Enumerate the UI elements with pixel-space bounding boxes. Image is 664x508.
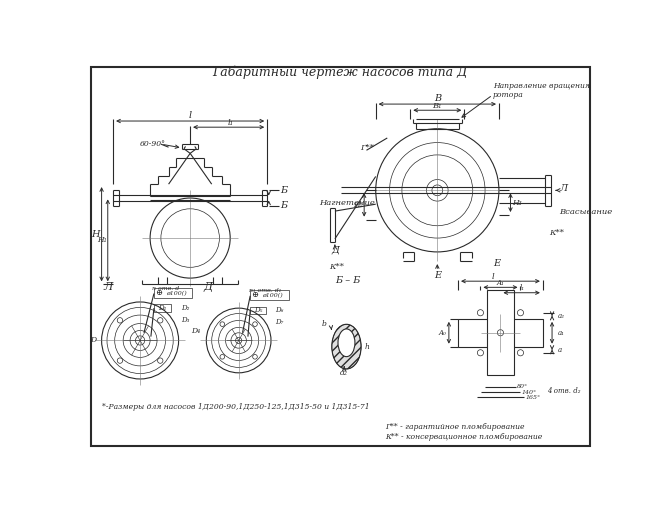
- Circle shape: [118, 318, 123, 323]
- Circle shape: [477, 350, 483, 356]
- Text: К** - консервационное пломбирование: К** - консервационное пломбирование: [385, 433, 542, 441]
- Text: D₆: D₆: [275, 306, 284, 314]
- Text: К**: К**: [549, 229, 564, 237]
- Circle shape: [376, 129, 499, 252]
- Text: Г**: Г**: [361, 144, 374, 152]
- Circle shape: [497, 330, 503, 336]
- Circle shape: [102, 302, 179, 379]
- Circle shape: [477, 310, 483, 316]
- Text: 80°: 80°: [517, 384, 529, 389]
- Text: l₁: l₁: [519, 284, 525, 292]
- Circle shape: [236, 337, 242, 343]
- Text: D₃: D₃: [181, 315, 189, 324]
- Text: Всасывание: Всасывание: [559, 208, 612, 216]
- Text: D₅: D₅: [254, 306, 262, 314]
- Text: b: b: [321, 320, 327, 328]
- Circle shape: [130, 331, 150, 351]
- Circle shape: [517, 310, 523, 316]
- Text: К**: К**: [329, 263, 345, 271]
- Text: 4 отв. d₂: 4 отв. d₂: [546, 387, 580, 395]
- Text: Д: Д: [203, 281, 212, 292]
- Text: D: D: [90, 336, 96, 344]
- Text: ø100(): ø100(): [166, 291, 187, 296]
- Text: Направление вращения
ротора: Направление вращения ротора: [493, 82, 590, 99]
- Bar: [250, 307, 266, 314]
- Text: B₁: B₁: [432, 102, 442, 110]
- Text: H₁: H₁: [97, 236, 106, 244]
- Text: Д: Д: [331, 245, 339, 254]
- Text: 60-90°: 60-90°: [140, 140, 166, 148]
- Bar: [250, 291, 289, 300]
- Text: Г** - гарантийное пломбирование: Г** - гарантийное пломбирование: [385, 424, 525, 431]
- Text: A₀: A₀: [439, 329, 447, 337]
- Circle shape: [118, 358, 123, 363]
- Ellipse shape: [338, 329, 355, 357]
- Bar: [154, 288, 193, 298]
- Text: d₂: d₂: [340, 369, 348, 377]
- Circle shape: [390, 143, 485, 238]
- Text: a: a: [558, 346, 562, 354]
- Text: n отв. d: n отв. d: [153, 285, 180, 291]
- Text: 140°: 140°: [521, 390, 537, 395]
- Text: *-Размеры для насосов 1Д200-90,1Д250-125,1Д315-50 и 1Д315-71: *-Размеры для насосов 1Д200-90,1Д250-125…: [102, 403, 369, 411]
- Text: D₇: D₇: [275, 318, 284, 326]
- Text: ⊕: ⊕: [252, 292, 258, 299]
- Text: 165°: 165°: [525, 395, 540, 400]
- Circle shape: [220, 322, 224, 327]
- Ellipse shape: [332, 324, 361, 369]
- Circle shape: [123, 324, 157, 358]
- Circle shape: [253, 355, 258, 359]
- Circle shape: [212, 313, 266, 367]
- Bar: [487, 291, 515, 375]
- Text: H₂: H₂: [353, 201, 363, 209]
- Text: Б – Б: Б – Б: [335, 276, 361, 285]
- Circle shape: [432, 185, 443, 196]
- Text: Л: Л: [103, 281, 112, 292]
- Text: Л: Л: [559, 184, 567, 193]
- Text: n₁ отв. d₁: n₁ отв. d₁: [249, 288, 281, 293]
- Circle shape: [220, 355, 224, 359]
- Bar: [154, 304, 171, 312]
- Text: Габаритный чертеж насосов типа Д: Габаритный чертеж насосов типа Д: [212, 66, 468, 79]
- Text: Нагнетание: Нагнетание: [319, 200, 375, 207]
- Text: E: E: [434, 271, 441, 279]
- Text: D₁: D₁: [158, 304, 167, 312]
- Circle shape: [135, 336, 145, 345]
- Text: ⊕: ⊕: [155, 289, 162, 297]
- Circle shape: [253, 322, 258, 327]
- Circle shape: [157, 358, 163, 363]
- Circle shape: [426, 179, 448, 201]
- Text: B: B: [434, 94, 441, 103]
- Circle shape: [150, 198, 230, 278]
- Text: a₂: a₂: [558, 312, 565, 320]
- Text: A₁: A₁: [497, 279, 505, 287]
- Circle shape: [107, 307, 173, 373]
- Bar: [458, 319, 542, 346]
- Circle shape: [226, 327, 252, 354]
- Text: Б: Б: [280, 186, 288, 195]
- Circle shape: [218, 321, 259, 361]
- Circle shape: [207, 308, 271, 373]
- Circle shape: [157, 318, 163, 323]
- Circle shape: [402, 155, 473, 226]
- Circle shape: [115, 315, 165, 366]
- Circle shape: [231, 333, 246, 348]
- Text: h: h: [365, 342, 370, 351]
- Text: D₂: D₂: [181, 304, 189, 312]
- Text: Б: Б: [280, 201, 288, 210]
- Text: ø100(): ø100(): [262, 293, 283, 298]
- Circle shape: [517, 350, 523, 356]
- Text: E: E: [493, 259, 500, 268]
- Text: l: l: [189, 111, 192, 120]
- Text: D₄: D₄: [191, 327, 200, 335]
- Text: l: l: [491, 273, 494, 280]
- Circle shape: [161, 209, 219, 267]
- Text: H: H: [91, 230, 100, 239]
- Text: a₁: a₁: [558, 329, 565, 337]
- Text: H₃: H₃: [512, 199, 521, 207]
- Text: l₁: l₁: [227, 118, 233, 126]
